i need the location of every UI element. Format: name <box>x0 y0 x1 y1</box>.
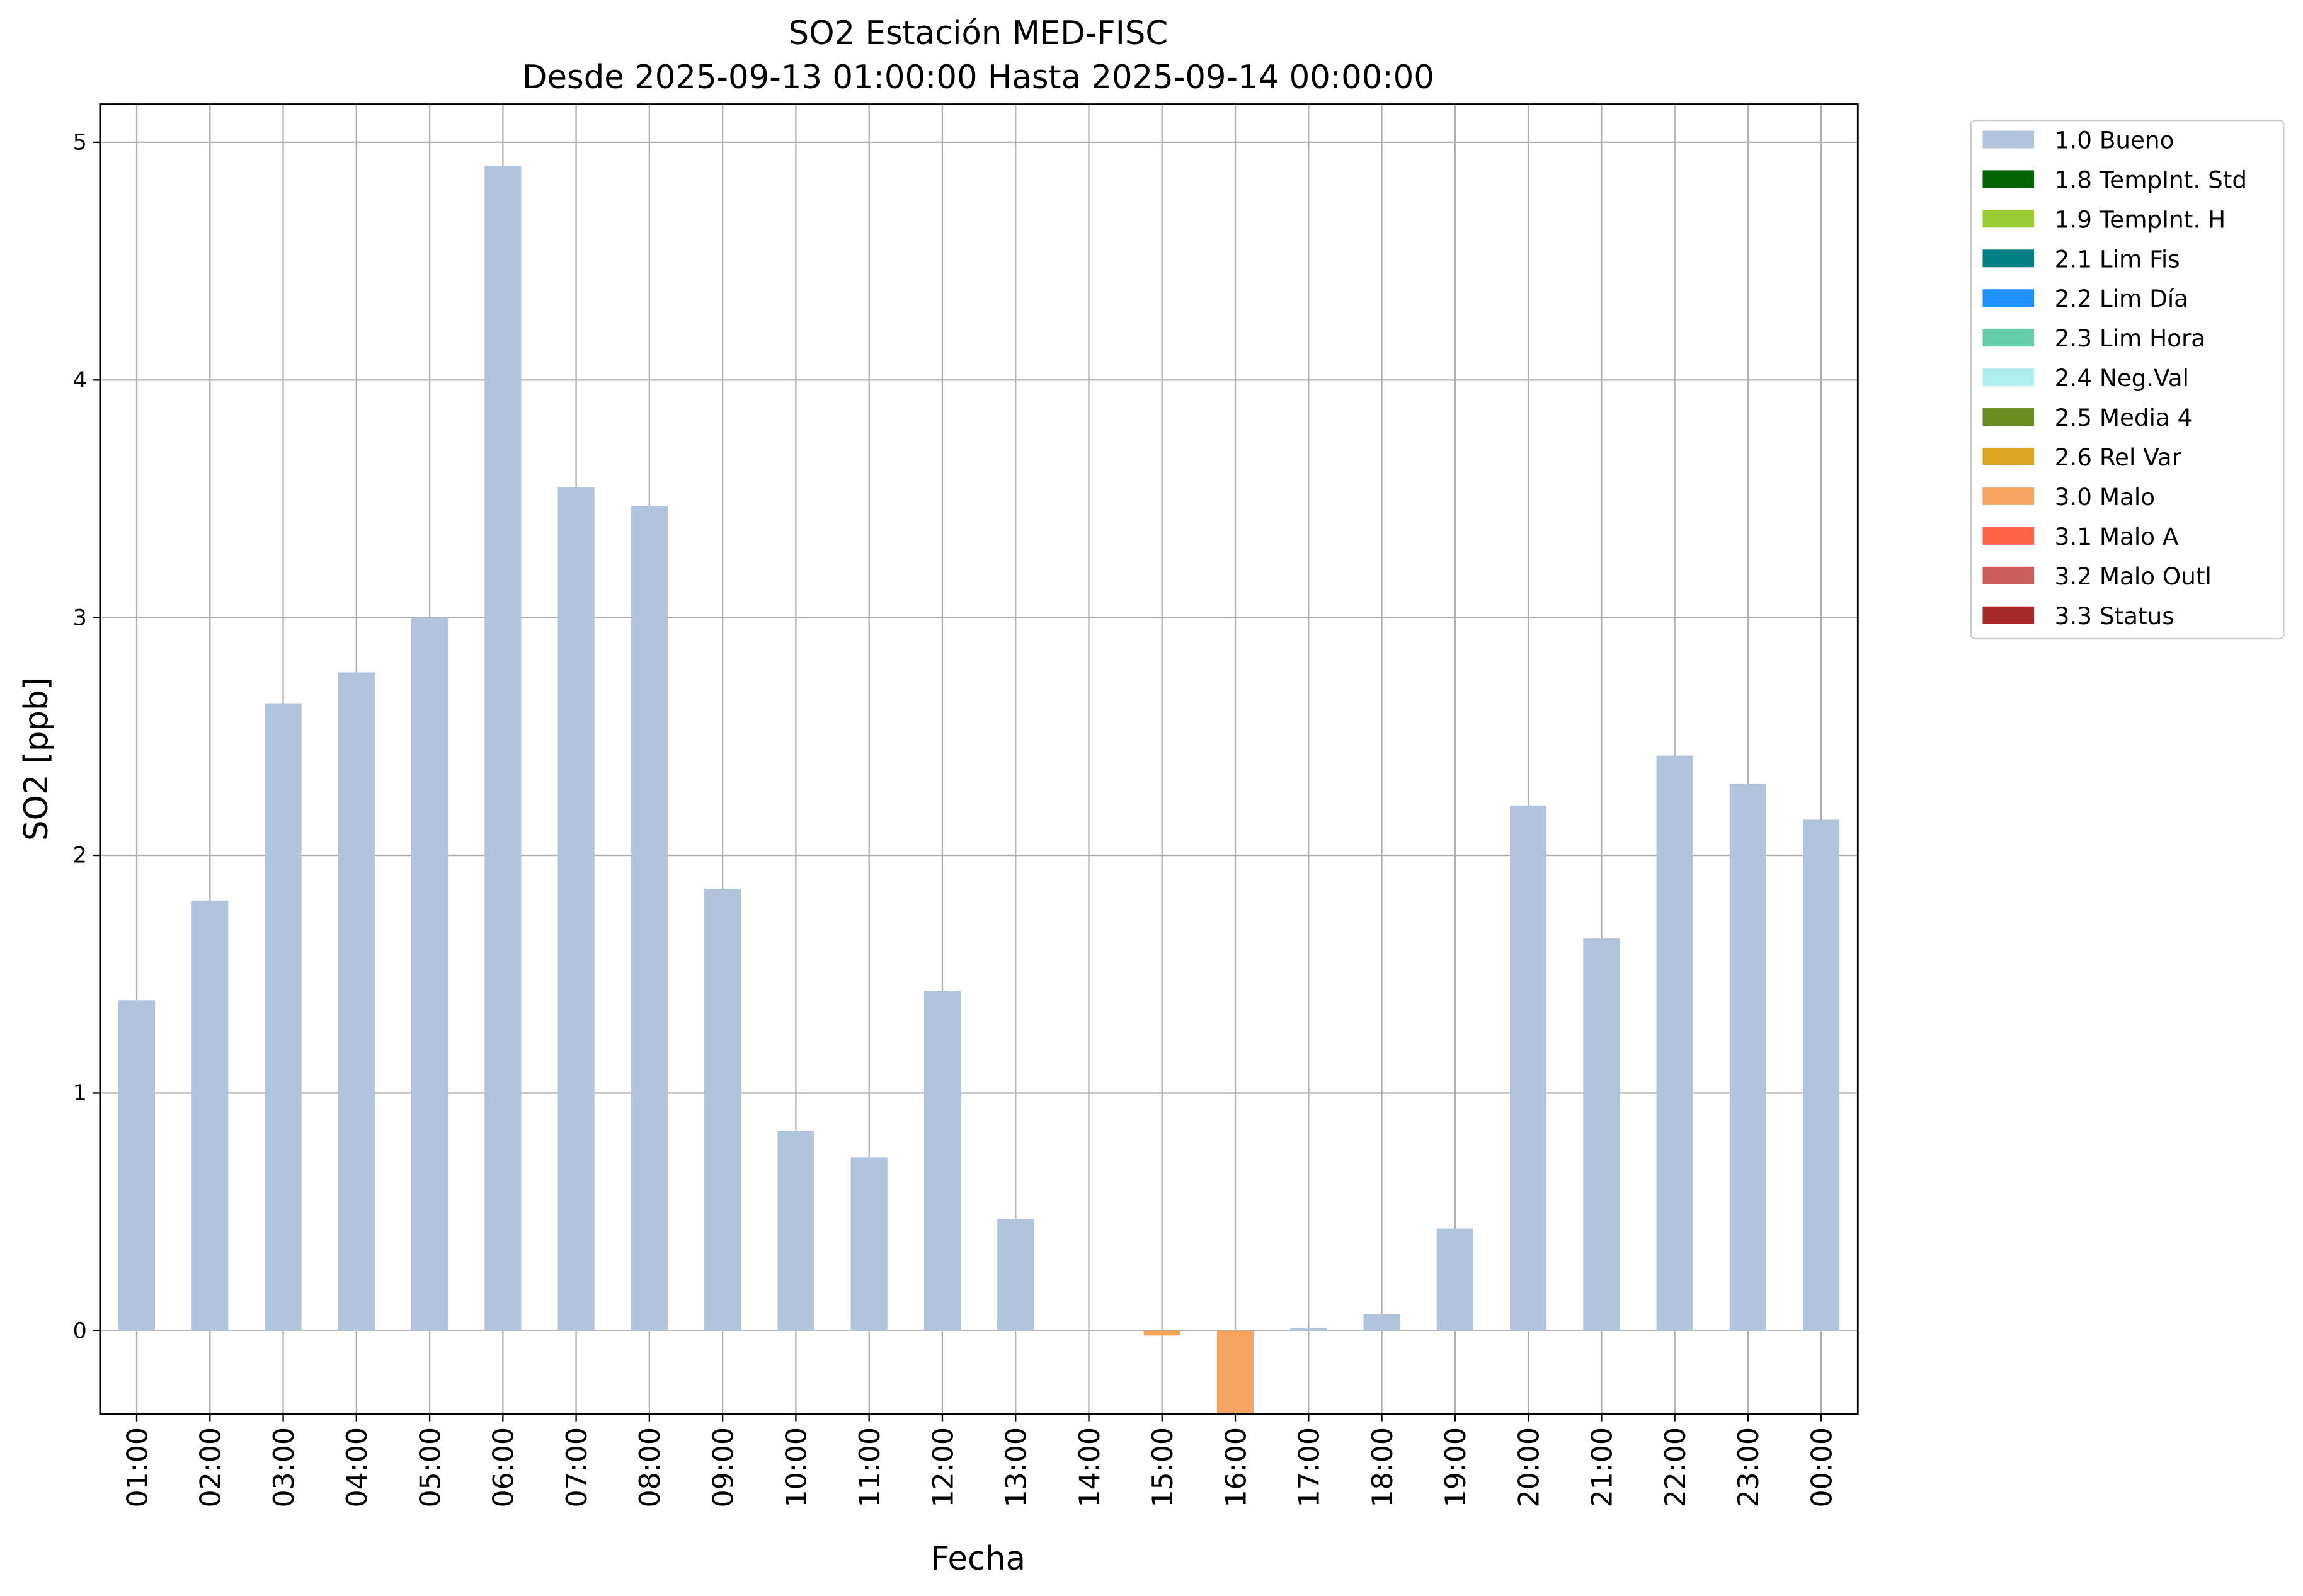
legend-label: 1.8 TempInt. Std <box>2055 166 2247 193</box>
legend-label: 2.4 Neg.Val <box>2055 364 2189 392</box>
bar <box>191 900 229 1331</box>
y-tick-label: 1 <box>73 1081 87 1106</box>
bar <box>850 1157 888 1331</box>
legend-swatch <box>1982 130 2035 149</box>
legend-swatch <box>1982 170 2035 188</box>
legend-label: 1.0 Bueno <box>2055 126 2174 154</box>
legend-label: 2.5 Media 4 <box>2055 404 2193 431</box>
bar <box>1363 1314 1400 1331</box>
legend-entries: 1.0 Bueno 1.8 TempInt. Std 1.9 TempInt. H 2… <box>1982 126 2247 630</box>
x-tick-label: 16:00 <box>1220 1427 1252 1508</box>
bar <box>1583 938 1620 1331</box>
legend-label: 3.2 Malo Outl <box>2055 562 2212 590</box>
legend-swatch <box>1982 606 2035 624</box>
legend-swatch <box>1982 210 2035 228</box>
legend-swatch <box>1982 448 2035 465</box>
x-tick-label: 10:00 <box>781 1427 813 1508</box>
x-tick-label: 22:00 <box>1660 1427 1692 1508</box>
legend <box>1970 119 2285 640</box>
legend-label: 3.0 Malo <box>2055 483 2155 511</box>
x-tick-label: 00:00 <box>1806 1427 1838 1508</box>
x-tick-label: 08:00 <box>634 1427 666 1508</box>
legend-swatch <box>1982 249 2035 268</box>
x-tick-label: 03:00 <box>268 1427 300 1508</box>
legend-label: 3.1 Malo A <box>2055 523 2179 550</box>
bar <box>997 1219 1034 1331</box>
bar <box>1290 1328 1327 1331</box>
legend-swatch <box>1982 329 2035 347</box>
x-tick-label: 19:00 <box>1440 1427 1472 1508</box>
ticks: 0 1 2 3 4 5 01:00 02:00 03:00 04:00 05:00 06:00 07:0… <box>73 130 1839 1508</box>
bar <box>1729 784 1766 1331</box>
x-tick-label: 21:00 <box>1587 1427 1619 1508</box>
chart-title: SO2 Estación MED-FISC <box>789 14 1169 52</box>
bar <box>704 888 741 1331</box>
bar <box>923 991 961 1331</box>
bar <box>777 1131 814 1331</box>
bar <box>411 617 449 1331</box>
x-tick-label: 15:00 <box>1147 1427 1179 1508</box>
bar <box>1436 1228 1473 1331</box>
legend-label: 2.1 Lim Fis <box>2055 245 2180 273</box>
bar <box>1216 1330 1254 1414</box>
y-tick-label: 5 <box>73 130 87 156</box>
legend-swatch <box>1982 566 2035 584</box>
x-tick-label: 06:00 <box>488 1427 520 1508</box>
x-tick-label: 05:00 <box>414 1427 447 1508</box>
legend-swatch <box>1982 487 2035 505</box>
bars <box>118 166 1840 1414</box>
bar <box>265 703 302 1331</box>
y-tick-label: 3 <box>73 605 87 630</box>
bar <box>484 166 522 1331</box>
bar <box>1510 805 1547 1331</box>
x-tick-label: 01:00 <box>122 1427 154 1508</box>
x-tick-label: 23:00 <box>1733 1427 1765 1508</box>
legend-label: 3.3 Status <box>2055 602 2174 630</box>
bar <box>1143 1330 1180 1336</box>
x-tick-label: 17:00 <box>1294 1427 1326 1508</box>
x-tick-label: 13:00 <box>1001 1427 1033 1508</box>
x-tick-label: 12:00 <box>927 1427 959 1508</box>
y-axis-label: SO2 [ppb] <box>18 678 55 841</box>
legend-swatch <box>1982 408 2035 426</box>
legend-label: 2.2 Lim Día <box>2055 285 2188 312</box>
legend-label: 2.3 Lim Hora <box>2055 324 2205 352</box>
x-tick-label: 14:00 <box>1074 1427 1106 1508</box>
bar <box>557 487 595 1331</box>
y-tick-label: 0 <box>73 1319 87 1344</box>
bar <box>338 672 375 1331</box>
legend-swatch <box>1982 289 2035 307</box>
y-tick-label: 2 <box>73 843 87 869</box>
y-tick-label: 4 <box>73 368 87 393</box>
x-axis-label: Fecha <box>931 1540 1026 1578</box>
x-tick-label: 20:00 <box>1513 1427 1545 1508</box>
x-tick-label: 09:00 <box>707 1427 740 1508</box>
x-tick-label: 18:00 <box>1367 1427 1399 1508</box>
x-tick-label: 07:00 <box>561 1427 593 1508</box>
x-tick-label: 04:00 <box>341 1427 374 1508</box>
plot-frame <box>99 103 1859 1415</box>
bar <box>118 1000 156 1331</box>
legend-swatch <box>1982 368 2035 387</box>
bar <box>1803 819 1840 1331</box>
legend-label: 1.9 TempInt. H <box>2055 205 2226 233</box>
chart-subtitle: Desde 2025-09-13 01:00:00 Hasta 2025-09-… <box>522 59 1434 96</box>
bar <box>631 506 668 1331</box>
x-tick-label: 02:00 <box>195 1427 227 1508</box>
legend-label: 2.6 Rel Var <box>2055 443 2182 471</box>
legend-swatch <box>1982 527 2035 545</box>
bar <box>1656 755 1693 1331</box>
x-tick-label: 11:00 <box>854 1427 886 1508</box>
